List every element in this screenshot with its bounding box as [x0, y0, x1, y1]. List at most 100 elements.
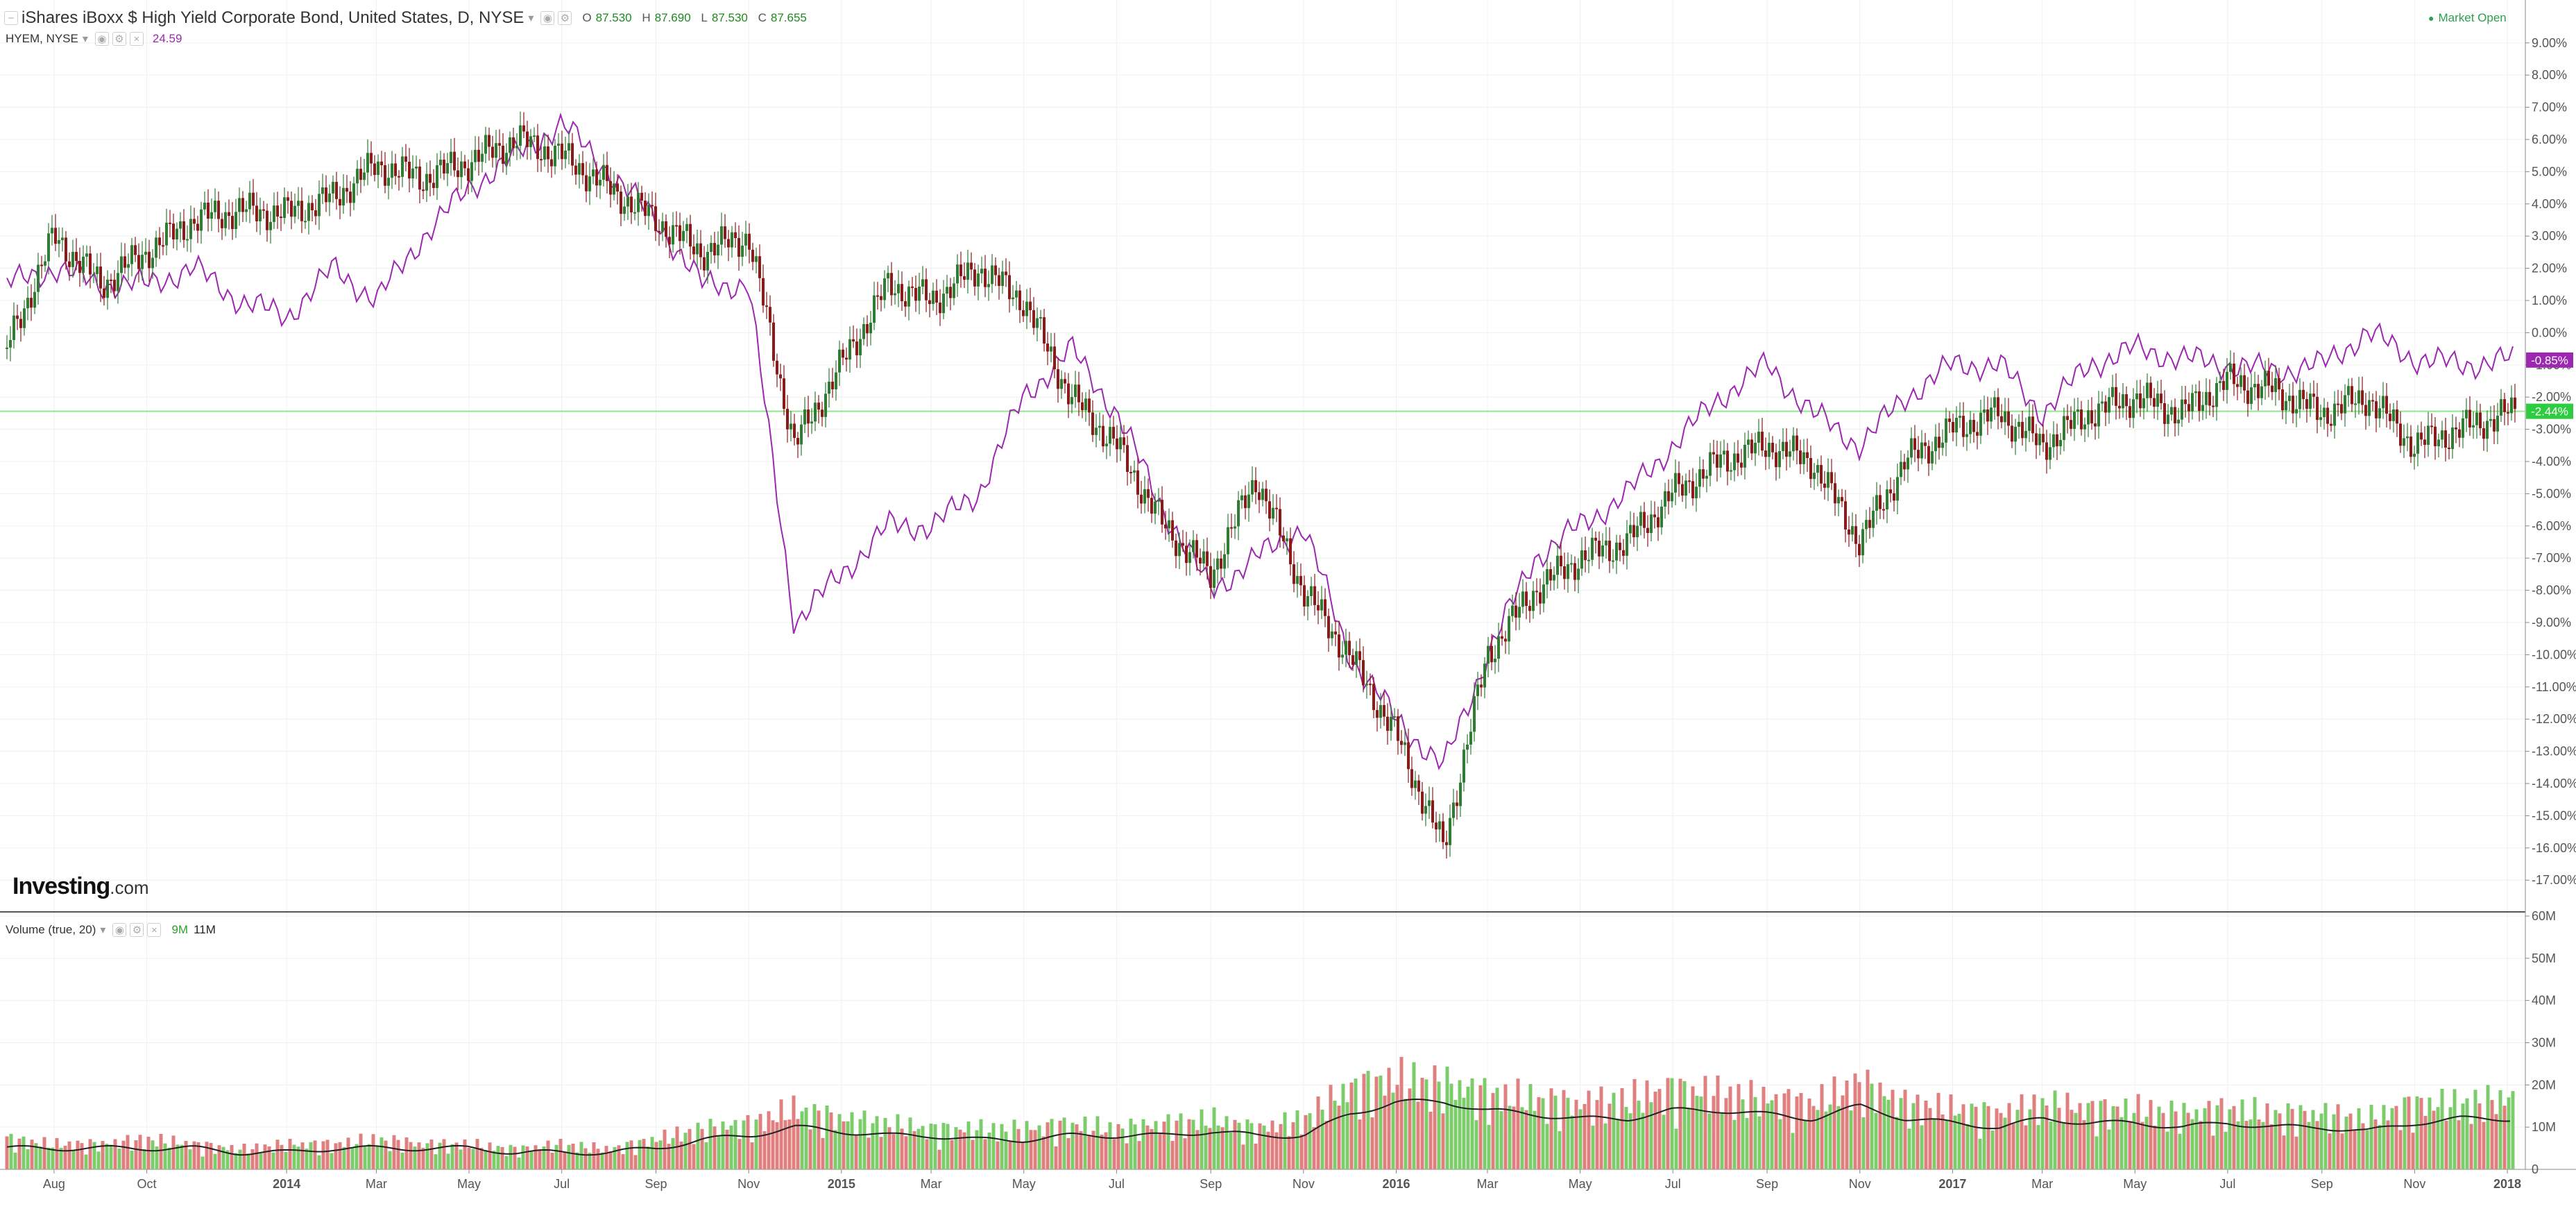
volume-bar: [583, 1148, 588, 1169]
volume-bar: [280, 1144, 284, 1169]
logo-main: Investing: [12, 873, 110, 899]
volume-bar: [1058, 1120, 1062, 1169]
candle-body: [1230, 527, 1233, 529]
candle-body: [692, 246, 695, 255]
candle-body: [2229, 363, 2232, 372]
volume-bar: [442, 1139, 446, 1169]
volume-bar: [392, 1135, 396, 1169]
close-icon[interactable]: ×: [147, 923, 162, 937]
candle-body: [1438, 821, 1441, 830]
candle-body: [1955, 418, 1958, 433]
candle-body: [592, 169, 595, 177]
candle-body: [1112, 427, 1115, 439]
candle-body: [682, 230, 685, 242]
candle-body: [658, 230, 660, 232]
volume-bar: [1757, 1116, 1762, 1169]
candle-body: [2392, 409, 2395, 421]
candle-body: [1830, 472, 1833, 484]
candle-body: [901, 284, 903, 302]
candle-body: [2049, 447, 2052, 460]
candle-body: [1948, 418, 1951, 422]
candle-body: [2368, 400, 2371, 416]
volume-bar: [912, 1130, 916, 1169]
volume-bar: [867, 1137, 871, 1169]
candle-body: [1299, 575, 1302, 586]
volume-bar: [1545, 1124, 1549, 1169]
candle-body: [54, 228, 57, 244]
candle-body: [744, 233, 747, 246]
candle-body: [1487, 645, 1490, 664]
visibility-icon[interactable]: ◉: [94, 32, 109, 46]
volume-bar: [2011, 1124, 2015, 1169]
volume-bar: [2253, 1096, 2257, 1169]
candle-body: [1667, 491, 1670, 502]
collapse-icon[interactable]: −: [4, 11, 18, 25]
chevron-down-icon[interactable]: ▾: [100, 924, 106, 936]
volume-bar: [1645, 1080, 1649, 1169]
candle-body: [1279, 509, 1281, 536]
volume-bar: [1895, 1117, 1899, 1169]
candle-body: [1227, 527, 1229, 554]
candle-body: [651, 205, 654, 207]
volume-bar: [1716, 1075, 1720, 1169]
volume-bar: [367, 1144, 371, 1169]
candle-body: [453, 151, 456, 171]
candle-body: [1043, 316, 1046, 344]
volume-bar: [1674, 1128, 1678, 1169]
volume-bar: [2003, 1117, 2007, 1169]
volume-bar: [113, 1139, 117, 1169]
chevron-down-icon[interactable]: ▾: [82, 33, 88, 45]
price-tick-label: 4.00%: [2532, 197, 2567, 211]
volume-bar: [234, 1153, 238, 1169]
settings-icon[interactable]: ⚙: [130, 923, 144, 937]
visibility-icon[interactable]: ◉: [112, 923, 127, 937]
volume-bar: [1462, 1097, 1466, 1169]
candle-body: [1129, 472, 1132, 474]
candle-body: [1497, 636, 1500, 659]
candle-body: [1261, 489, 1264, 500]
candle-body: [2375, 401, 2378, 418]
volume-bar: [1932, 1118, 1936, 1169]
volume-bar: [434, 1154, 438, 1169]
volume-bar: [30, 1140, 34, 1169]
volume-bar: [588, 1152, 592, 1169]
candle-body: [65, 237, 67, 262]
volume-bar: [2161, 1112, 2165, 1169]
candle-body: [1209, 566, 1212, 588]
candle-body: [1726, 450, 1729, 472]
volume-bar: [1170, 1141, 1175, 1169]
candle-body: [117, 273, 119, 291]
volume-bar: [1978, 1138, 1982, 1169]
volume-bar: [421, 1147, 425, 1169]
candle-body: [1369, 684, 1372, 686]
candle-body: [1012, 297, 1014, 300]
chevron-down-icon[interactable]: ▾: [528, 12, 534, 24]
volume-bar: [2407, 1096, 2411, 1169]
settings-icon[interactable]: ⚙: [112, 32, 126, 46]
volume-bar: [1037, 1125, 1041, 1169]
volume-bar: [2194, 1109, 2199, 1169]
candle-body: [495, 143, 497, 158]
candle-body: [401, 156, 404, 177]
candle-body: [2177, 419, 2180, 424]
volume-bar: [138, 1135, 142, 1169]
candle-body: [1435, 822, 1438, 830]
visibility-icon[interactable]: ◉: [540, 11, 555, 25]
volume-bar: [1703, 1076, 1707, 1169]
volume-bar: [1712, 1096, 1716, 1169]
volume-bar: [1995, 1108, 1999, 1169]
volume-bar: [2144, 1117, 2149, 1169]
close-icon[interactable]: ×: [129, 32, 144, 46]
volume-bar: [2182, 1103, 2186, 1169]
volume-bar: [1603, 1123, 1607, 1169]
price-tick-label: -6.00%: [2532, 519, 2571, 533]
volume-bar: [1595, 1100, 1599, 1169]
time-tick-label: May: [2123, 1177, 2147, 1191]
candle-body: [120, 256, 123, 273]
volume-bar: [454, 1142, 459, 1169]
candle-body: [155, 237, 157, 258]
settings-icon[interactable]: ⚙: [558, 11, 572, 25]
volume-bar: [1616, 1118, 1620, 1169]
candle-body: [1029, 301, 1032, 310]
